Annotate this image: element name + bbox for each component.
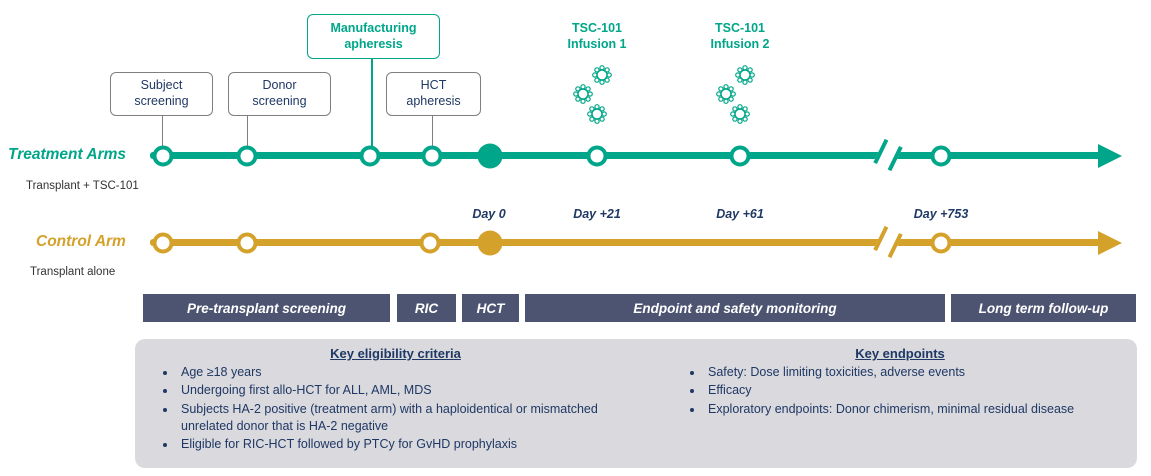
milestone-box-manufacturing-apheresis: Manufacturing apheresis <box>307 14 440 59</box>
treatment-arrow-head <box>1098 144 1122 168</box>
connector-line <box>432 116 433 146</box>
day-label-0: Day 0 <box>472 207 506 221</box>
control-arm-subtitle: Transplant alone <box>30 266 116 278</box>
eligibility-item: Eligible for RIC-HCT followed by PTCy fo… <box>177 436 638 453</box>
timeline-node-followup <box>930 232 952 254</box>
infusion-name: TSC-101 <box>571 21 623 35</box>
day-label-61: Day +61 <box>716 207 764 221</box>
phase-bar-long-term-followup: Long term follow-up <box>951 294 1136 322</box>
endpoint-item: Efficacy <box>704 382 1120 399</box>
timeline-node <box>152 232 174 254</box>
phase-bar-ric: RIC <box>397 294 456 322</box>
control-timeline-line <box>150 239 1102 246</box>
infusion-1-label: TSC-101 Infusion 1 <box>567 20 626 53</box>
timeline-node-infusion1 <box>586 145 608 167</box>
day-label-21: Day +21 <box>573 207 621 221</box>
endpoints-title: Key endpoints <box>855 346 945 361</box>
milestone-label: Manufacturing apheresis <box>330 20 417 51</box>
endpoint-item: Safety: Dose limiting toxicities, advers… <box>704 364 1120 381</box>
infusion-name: TSC-101 <box>714 21 766 35</box>
milestone-label: HCT apheresis <box>406 78 461 108</box>
cells-icon <box>716 64 755 125</box>
eligibility-column: Key eligibility criteria Age ≥18 years U… <box>153 346 638 454</box>
endpoints-list: Safety: Dose limiting toxicities, advers… <box>680 364 1120 418</box>
timeline-node <box>236 232 258 254</box>
treatment-line-break <box>873 138 903 172</box>
control-arm-label: Control Arm <box>36 233 126 250</box>
eligibility-item: Age ≥18 years <box>177 364 638 381</box>
timeline-node <box>421 145 443 167</box>
milestone-label: Donor screening <box>252 78 307 108</box>
milestone-box-donor-screening: Donor screening <box>228 72 331 116</box>
phase-bar-endpoint-monitoring: Endpoint and safety monitoring <box>525 294 945 322</box>
endpoint-item: Exploratory endpoints: Donor chimerism, … <box>704 401 1120 418</box>
milestone-box-subject-screening: Subject screening <box>110 72 213 116</box>
treatment-timeline-line <box>150 152 1102 159</box>
treatment-arm-label: Treatment Arms <box>8 146 127 163</box>
connector-line <box>162 116 163 146</box>
control-arrow-head <box>1098 231 1122 255</box>
timeline-node-infusion2 <box>729 145 751 167</box>
key-info-panel: Key eligibility criteria Age ≥18 years U… <box>135 339 1137 468</box>
timeline-node-day0 <box>477 230 503 256</box>
infusion-number: Infusion 2 <box>710 37 770 52</box>
eligibility-list: Age ≥18 years Undergoing first allo-HCT … <box>153 364 638 453</box>
connector-line <box>247 116 248 146</box>
endpoints-column: Key endpoints Safety: Dose limiting toxi… <box>680 346 1120 419</box>
milestone-label: Subject screening <box>134 78 189 108</box>
eligibility-item: Undergoing first allo-HCT for ALL, AML, … <box>177 382 638 399</box>
phase-bar-hct: HCT <box>462 294 519 322</box>
timeline-node <box>236 145 258 167</box>
phase-bar-pre-transplant: Pre-transplant screening <box>143 294 390 322</box>
infusion-2-label: TSC-101 Infusion 2 <box>710 20 769 53</box>
control-line-break <box>873 225 903 259</box>
treatment-arm-subtitle: Transplant + TSC-101 <box>26 180 139 192</box>
timeline-node-day0 <box>477 143 503 169</box>
eligibility-item: Subjects HA-2 positive (treatment arm) w… <box>177 401 638 436</box>
timeline-node <box>359 145 381 167</box>
connector-line <box>371 59 373 146</box>
day-label-753: Day +753 <box>913 207 969 221</box>
milestone-box-hct-apheresis: HCT apheresis <box>386 72 481 116</box>
timeline-node <box>152 145 174 167</box>
eligibility-title: Key eligibility criteria <box>330 346 461 361</box>
infusion-number: Infusion 1 <box>567 37 627 52</box>
timeline-node <box>419 232 441 254</box>
timeline-node-followup <box>930 145 952 167</box>
cells-icon <box>573 64 612 125</box>
